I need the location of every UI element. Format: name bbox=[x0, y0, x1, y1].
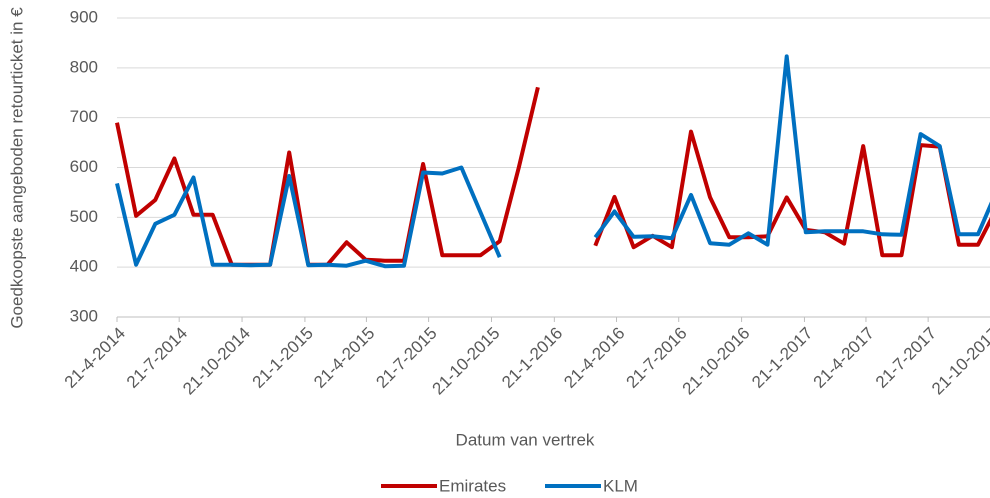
series-line bbox=[115, 86, 990, 267]
x-tick-label: 21-1-2017 bbox=[748, 324, 816, 392]
x-tick-label: 21-4-2015 bbox=[310, 324, 378, 392]
series-line bbox=[115, 54, 990, 269]
x-axis-title: Datum van vertrek bbox=[456, 430, 595, 449]
x-tick-label: 21-4-2014 bbox=[61, 324, 129, 392]
x-tick-label: 21-1-2016 bbox=[498, 324, 566, 392]
y-tick-label: 800 bbox=[70, 57, 98, 76]
x-tick-label: 21-7-2017 bbox=[872, 324, 940, 392]
x-tick-label: 21-10-2014 bbox=[179, 324, 254, 399]
y-tick-label: 900 bbox=[70, 7, 98, 26]
legend-label: Emirates bbox=[439, 476, 506, 495]
plot-area bbox=[115, 54, 990, 269]
x-tick-label: 21-4-2017 bbox=[810, 324, 878, 392]
y-tick-label: 500 bbox=[70, 207, 98, 226]
x-tick-label: 21-7-2016 bbox=[622, 324, 690, 392]
x-tick-label: 21-4-2016 bbox=[560, 324, 628, 392]
y-axis-title: Goedkoopste aangeboden retourticket in € bbox=[7, 7, 26, 329]
y-tick-label: 300 bbox=[70, 306, 98, 325]
x-tick-label: 21-7-2014 bbox=[123, 324, 191, 392]
y-tick-label: 700 bbox=[70, 107, 98, 126]
y-tick-label: 600 bbox=[70, 157, 98, 176]
x-tick-label: 21-7-2015 bbox=[372, 324, 440, 392]
x-tick-label: 21-1-2015 bbox=[249, 324, 317, 392]
x-tick-label: 21-10-2015 bbox=[429, 324, 504, 399]
legend-label: KLM bbox=[603, 476, 638, 495]
x-tick-label: 21-10-2016 bbox=[679, 324, 754, 399]
y-tick-label: 400 bbox=[70, 257, 98, 276]
